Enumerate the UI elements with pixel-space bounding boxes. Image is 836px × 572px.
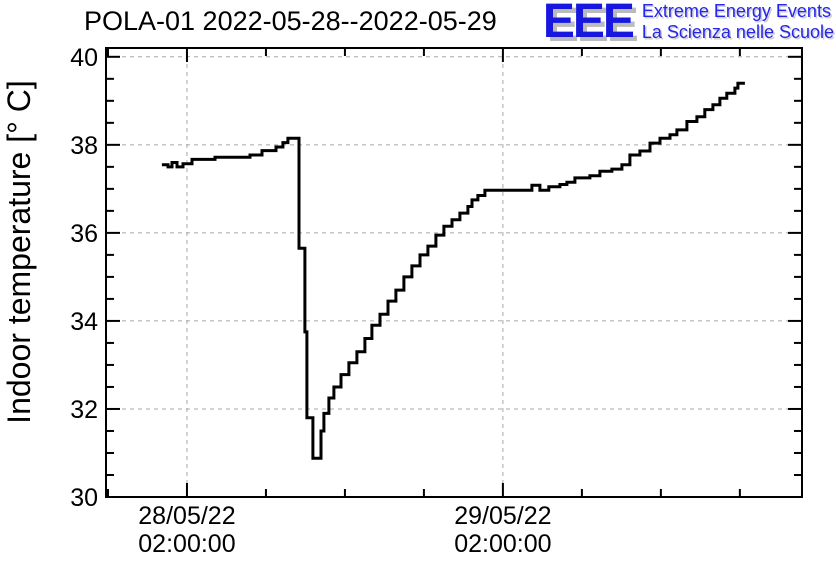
y-axis-title: Indoor temperature [° C]: [1, 80, 37, 424]
x-tick-label: 29/05/22: [454, 502, 551, 530]
y-tick-label: 38: [70, 132, 98, 160]
eee-logo-tagline: Extreme Energy Events La Scienza nelle S…: [642, 1, 834, 43]
x-tick-label: 02:00:00: [454, 530, 551, 558]
eee-logo-line1: Extreme Energy Events: [641, 1, 831, 21]
x-tick-label: 02:00:00: [138, 530, 235, 558]
series-line: [161, 81, 745, 460]
y-tick-label: 30: [70, 484, 98, 512]
eee-logo-acronym: EEE: [542, 0, 635, 48]
eee-logo: EEE Extreme Energy Events La Scienza nel…: [542, 0, 834, 48]
eee-logo-line2: La Scienza nelle Scuole: [641, 22, 834, 42]
chart-title: POLA-01 2022-05-28--2022-05-29: [84, 6, 497, 36]
x-tick-label: 28/05/22: [138, 502, 235, 530]
y-tick-label: 32: [70, 396, 98, 424]
y-tick-label: 34: [70, 308, 98, 336]
y-tick-label: 36: [70, 220, 98, 248]
y-tick-label: 40: [70, 44, 98, 72]
plot-frame: [105, 47, 803, 498]
